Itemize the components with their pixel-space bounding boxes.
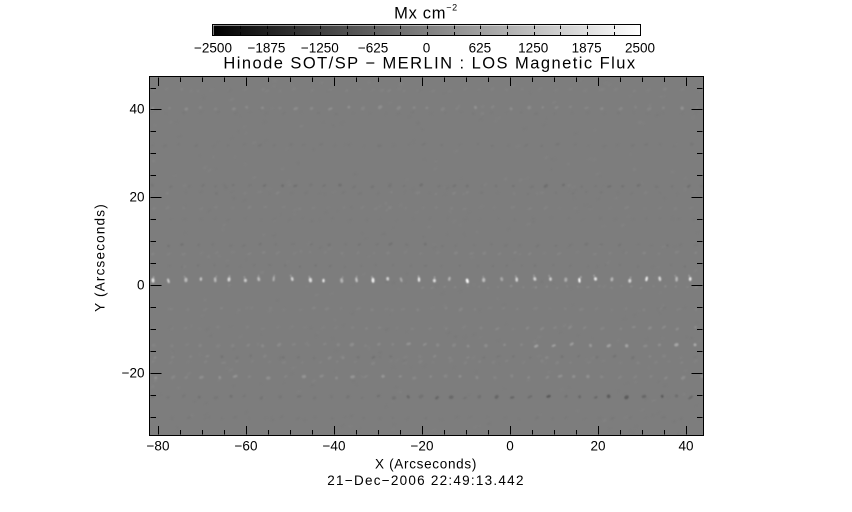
svg-text:21−Dec−2006 22:49:13.442: 21−Dec−2006 22:49:13.442 (327, 473, 524, 488)
svg-text:Hinode SOT/SP − MERLIN : LOS M: Hinode SOT/SP − MERLIN : LOS Magnetic Fl… (223, 55, 636, 73)
svg-text:20: 20 (590, 439, 605, 454)
svg-text:−625: −625 (358, 41, 388, 56)
svg-text:1875: 1875 (572, 41, 602, 56)
svg-text:−1250: −1250 (301, 41, 339, 56)
svg-text:20: 20 (129, 190, 144, 205)
svg-text:40: 40 (678, 439, 693, 454)
svg-text:625: 625 (469, 41, 492, 56)
svg-text:0: 0 (137, 278, 145, 293)
svg-text:40: 40 (129, 102, 144, 117)
svg-text:−40: −40 (323, 439, 346, 454)
svg-text:−60: −60 (235, 439, 258, 454)
svg-text:−20: −20 (122, 366, 145, 381)
svg-text:−20: −20 (411, 439, 434, 454)
svg-text:2500: 2500 (625, 41, 655, 56)
svg-text:1250: 1250 (518, 41, 548, 56)
svg-text:−2500: −2500 (194, 41, 232, 56)
svg-text:Mx cm−2: Mx cm−2 (394, 3, 458, 23)
svg-text:−80: −80 (147, 439, 170, 454)
svg-text:0: 0 (506, 439, 514, 454)
svg-text:−1875: −1875 (247, 41, 285, 56)
svg-text:0: 0 (423, 41, 431, 56)
svg-text:Y (Arcseconds): Y (Arcseconds) (93, 203, 108, 312)
svg-text:X (Arcseconds): X (Arcseconds) (375, 457, 477, 472)
